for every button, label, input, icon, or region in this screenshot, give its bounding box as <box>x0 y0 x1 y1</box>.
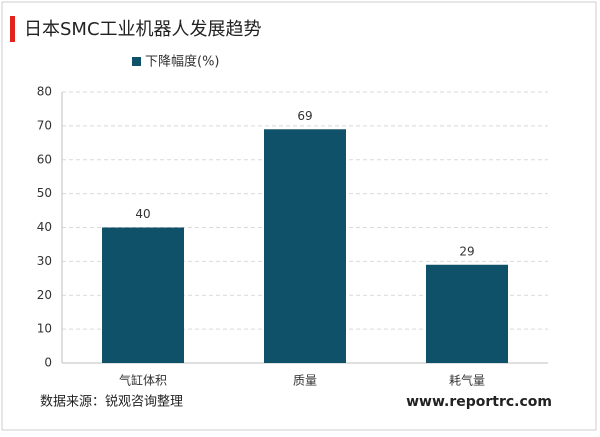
data-label: 40 <box>135 207 150 221</box>
y-tick-label: 20 <box>37 288 52 302</box>
legend-label: 下降幅度(%) <box>145 54 220 70</box>
chart-title: 日本SMC工业机器人发展趋势 <box>24 19 262 40</box>
data-label: 29 <box>459 244 474 258</box>
y-tick-label: 50 <box>37 186 52 200</box>
legend-swatch <box>132 57 141 66</box>
y-tick-label: 30 <box>37 254 52 268</box>
website: www.reportrc.com <box>406 394 552 410</box>
bar <box>264 129 346 363</box>
y-tick-label: 40 <box>37 220 52 234</box>
y-tick-label: 80 <box>37 85 52 99</box>
x-tick-label: 耗气量 <box>449 373 485 388</box>
y-tick-label: 10 <box>37 322 52 336</box>
x-tick-label: 气缸体积 <box>119 373 167 388</box>
data-label: 69 <box>297 109 312 123</box>
y-tick-label: 70 <box>37 118 52 132</box>
x-tick-label: 质量 <box>293 374 317 388</box>
title-accent <box>10 16 15 42</box>
bar <box>102 227 184 363</box>
source-note: 数据来源：锐观咨询整理 <box>40 395 183 410</box>
y-tick-label: 0 <box>44 356 52 370</box>
bar <box>426 264 508 363</box>
y-tick-label: 60 <box>37 152 52 166</box>
